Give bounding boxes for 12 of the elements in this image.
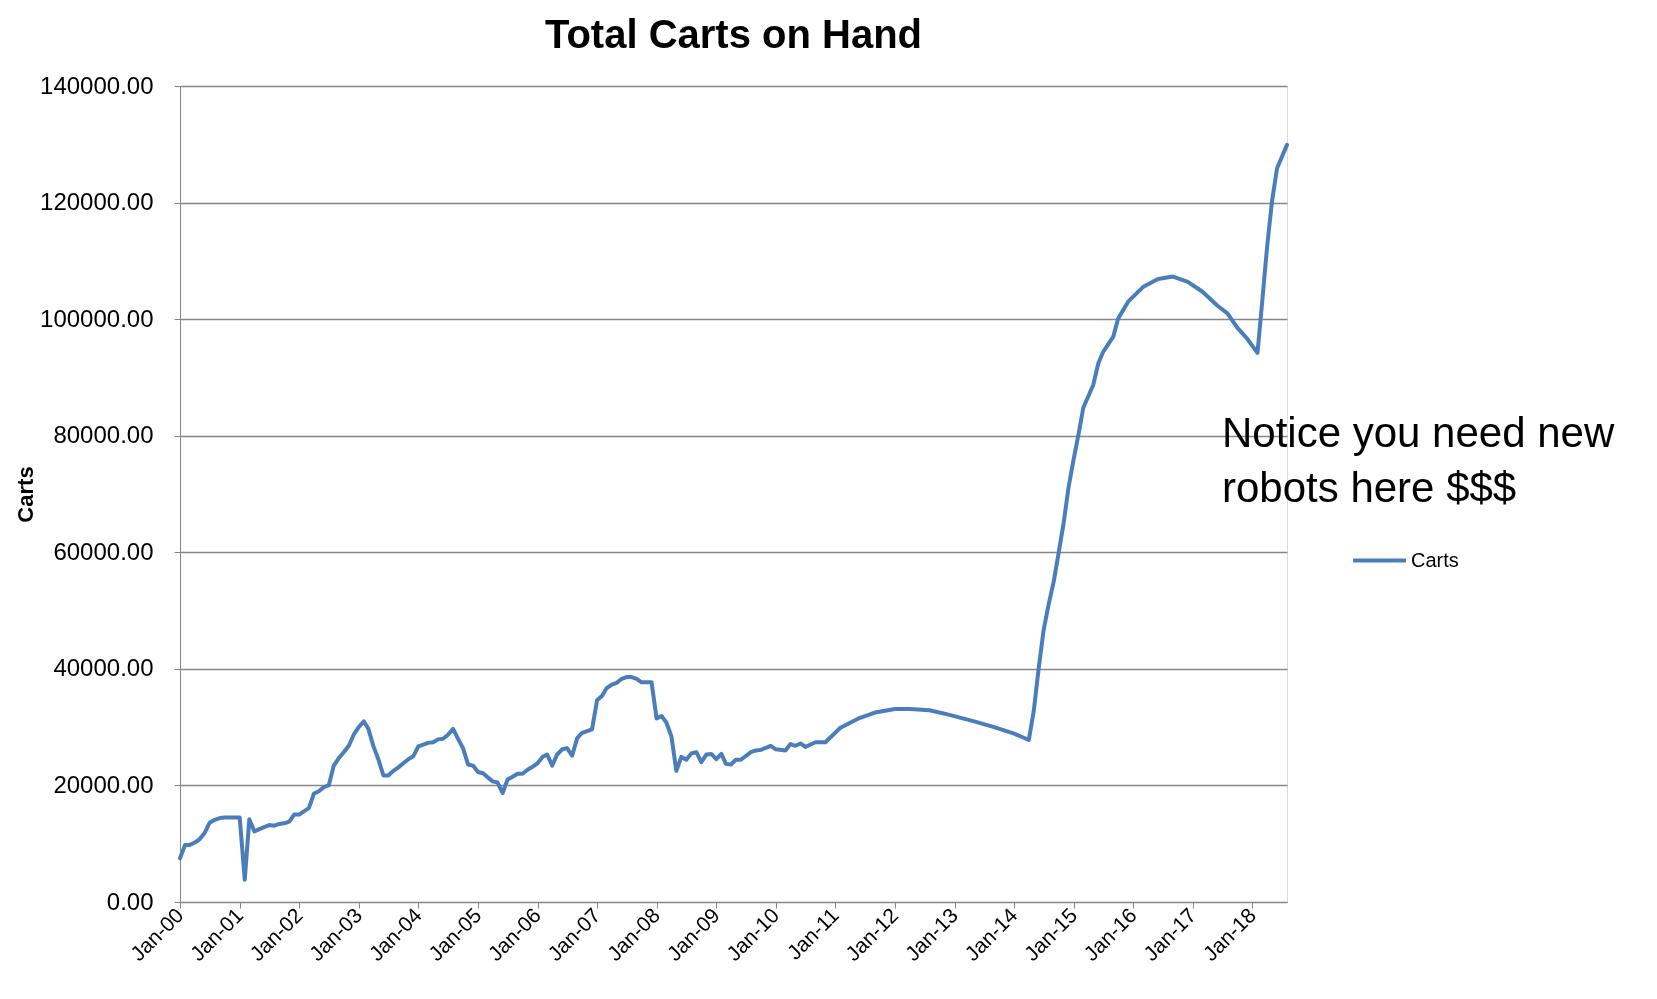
y-tick-label: 120000.00	[40, 188, 154, 216]
legend-label: Carts	[1411, 548, 1459, 571]
y-tick-label: 0.00	[106, 887, 154, 915]
y-tick-label: 140000.00	[40, 71, 154, 99]
y-tick-label: 60000.00	[53, 537, 154, 565]
y-tick-label: 40000.00	[53, 654, 154, 682]
annotation: Notice you need new robots here $$$	[1222, 409, 1615, 512]
chart-title: Total Carts on Hand	[544, 12, 923, 56]
y-axis-title: Carts	[12, 466, 38, 523]
y-tick-label: 100000.00	[40, 304, 154, 332]
y-tick-label: 20000.00	[53, 770, 154, 798]
y-tick-label: 80000.00	[53, 421, 154, 449]
